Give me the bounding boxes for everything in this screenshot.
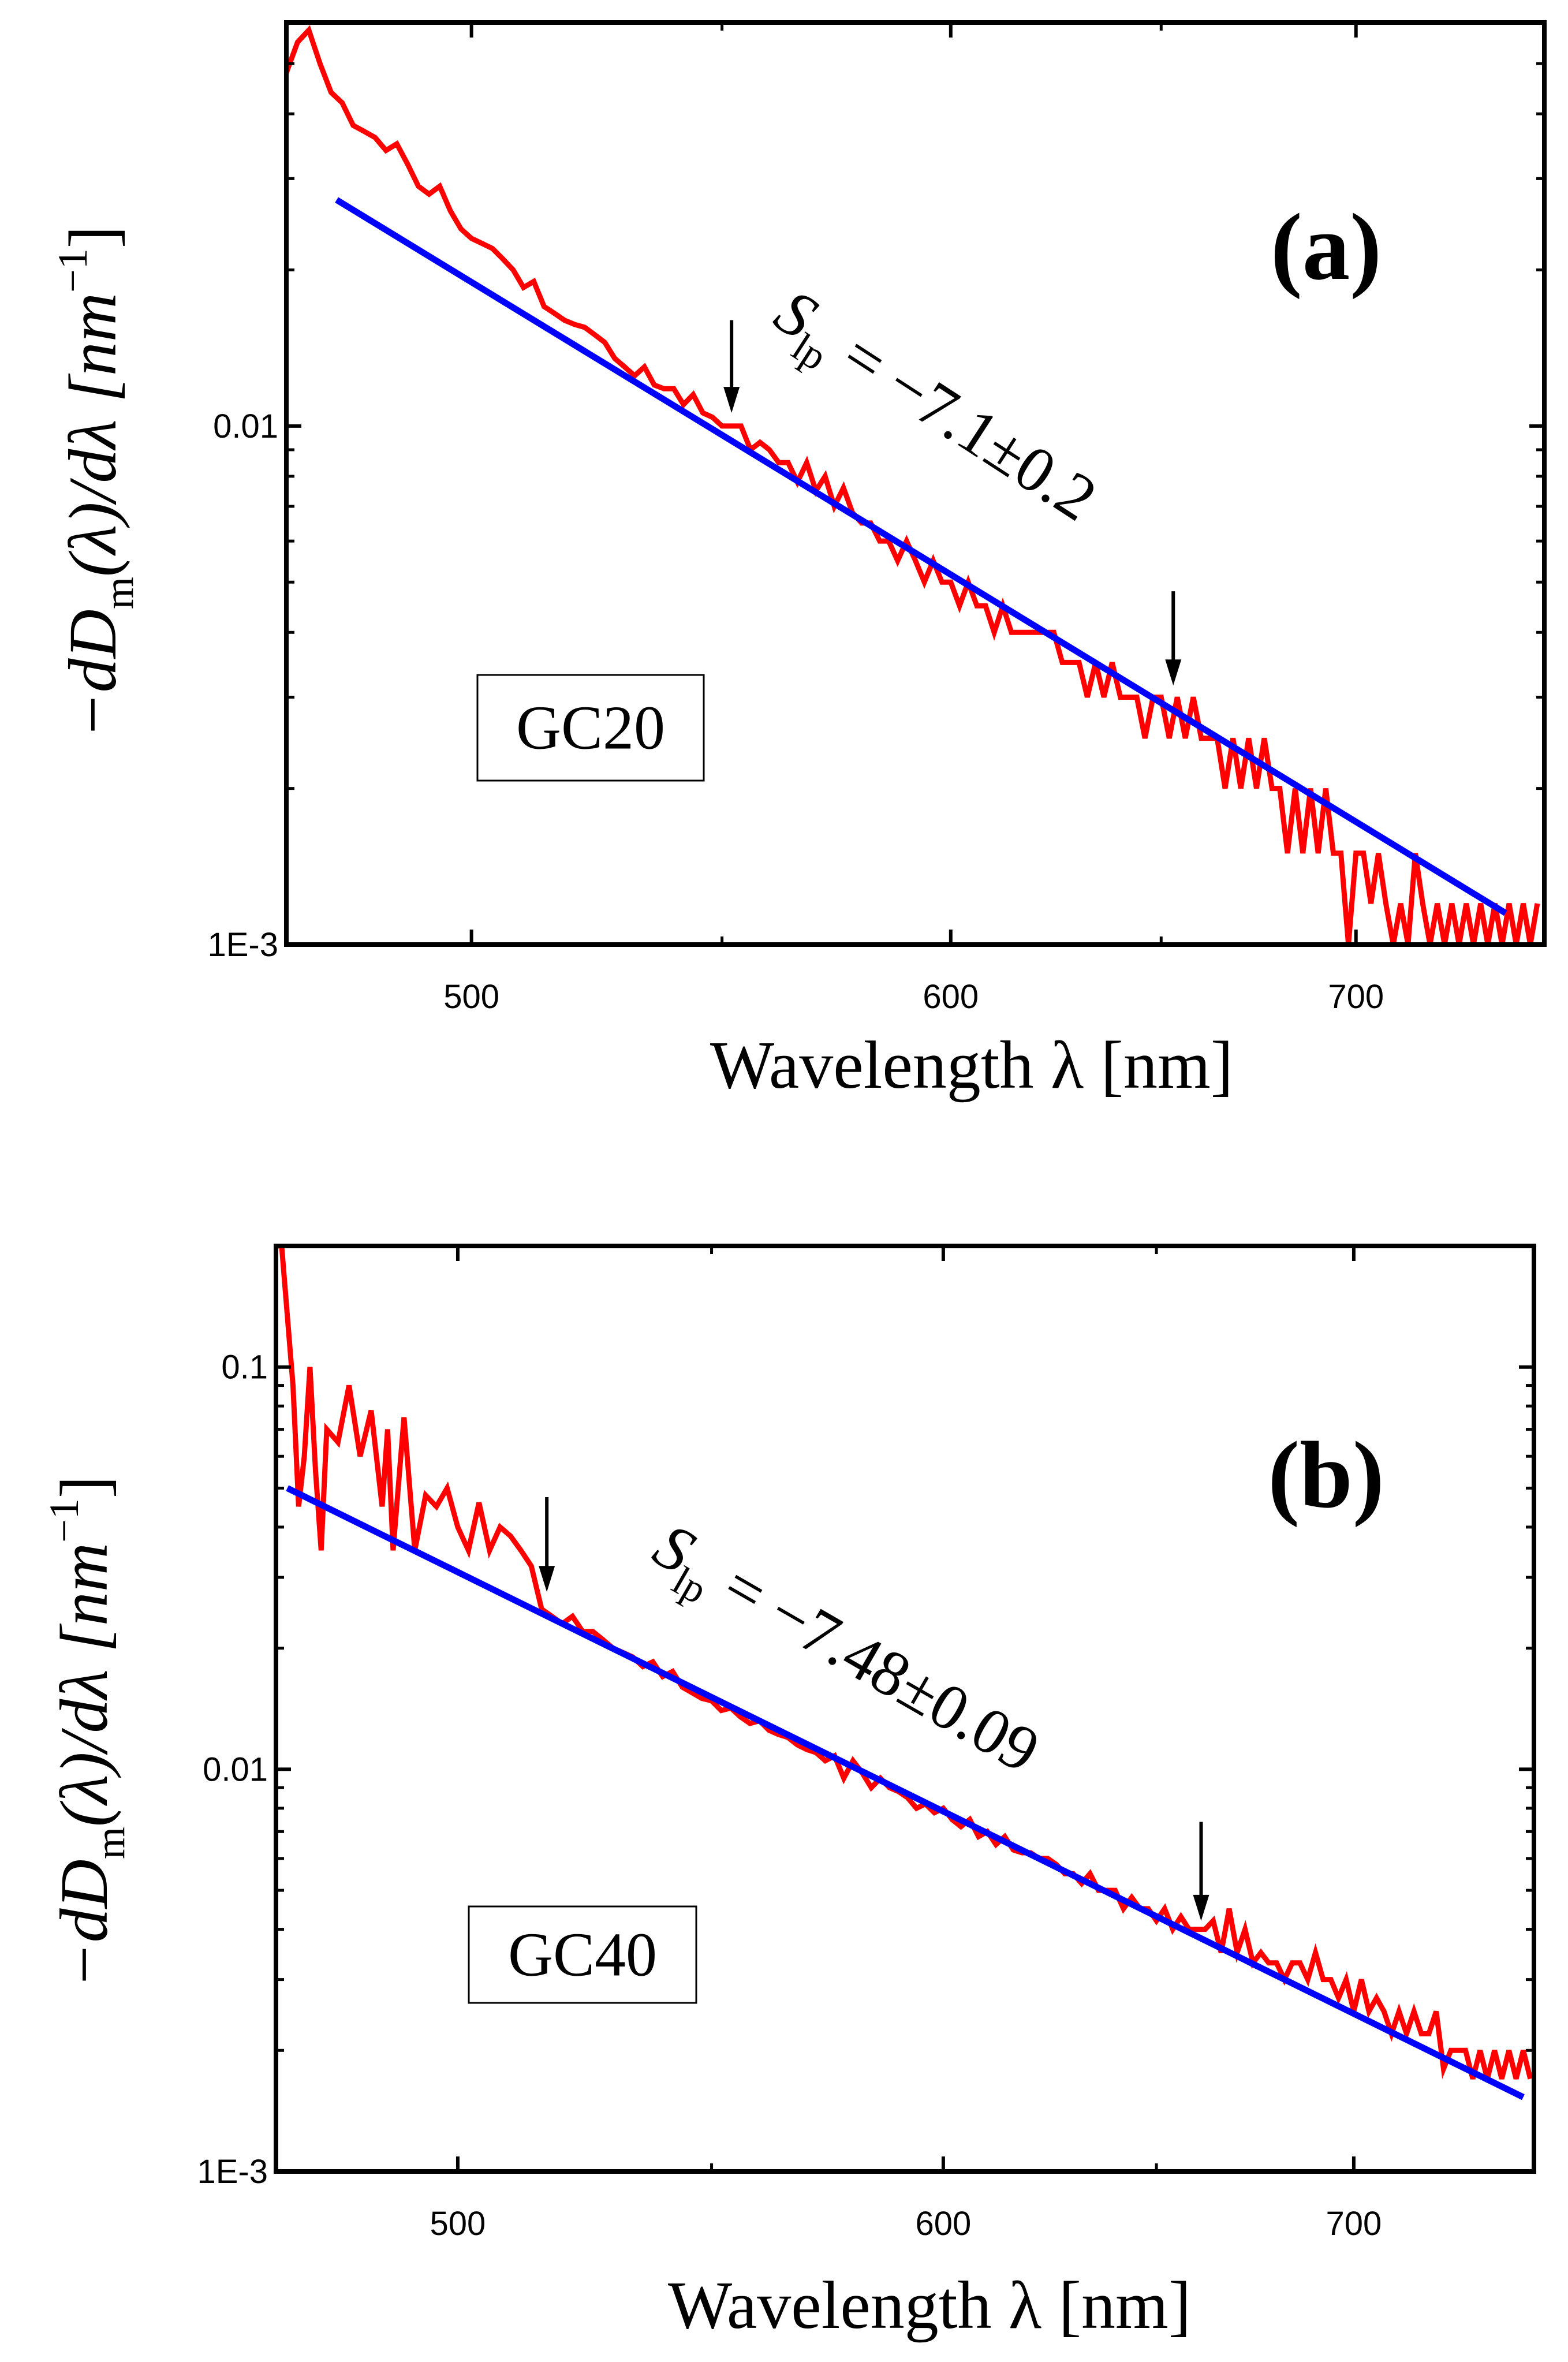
- slope-value: = −7.48±0.09: [697, 1541, 1051, 1786]
- x-tick-label: 600: [916, 2205, 972, 2242]
- data-series-line: [276, 1246, 1533, 2080]
- y-label-superscript: −1: [41, 1498, 87, 1543]
- sample-label-box: [468, 1905, 697, 2004]
- panel-label: (b): [1268, 1422, 1384, 1528]
- y-label-mid: (λ)/dλ [nm: [55, 293, 130, 577]
- fit-line: [335, 197, 1507, 916]
- y-label-superscript: −1: [50, 248, 96, 293]
- y-tick-label: 1E-3: [207, 926, 278, 964]
- slope-value: = −7.1±0.2: [816, 310, 1109, 535]
- x-tick-label: 600: [923, 978, 979, 1016]
- plot-frame: [284, 20, 1547, 947]
- y-label-end: ]: [46, 1476, 122, 1498]
- data-series-line: [286, 25, 1540, 945]
- arrow-head-1: [539, 1566, 555, 1592]
- y-label-subscript: m: [96, 577, 142, 609]
- x-tick-label: 700: [1328, 978, 1384, 1016]
- sample-label-box: [476, 674, 705, 782]
- x-tick-label: 700: [1326, 2205, 1382, 2242]
- sample-label: GC40: [508, 1921, 657, 1990]
- slope-annotation: Slp = −7.1±0.2: [757, 275, 1109, 544]
- y-axis-label: −dDm(λ)/dλ [nm−1]: [50, 226, 142, 738]
- y-tick-label: 0.1: [221, 1349, 268, 1386]
- y-axis-label: −dDm(λ)/dλ [nm−1]: [41, 1476, 133, 1988]
- y-tick-label: 1E-3: [197, 2153, 268, 2191]
- y-label-mid: (λ)/dλ [nm: [46, 1543, 122, 1827]
- panel-b: 500 600 700 0.1 0.01 1E-3 Wavelength λ [nm] −dD…: [41, 1244, 1536, 2343]
- panel-label: (a): [1271, 194, 1382, 300]
- y-label-prefix: −dD: [46, 1859, 122, 1988]
- y-tick-label: 0.01: [203, 1751, 268, 1788]
- y-tick-label: 0.01: [213, 408, 278, 445]
- y-label-subscript: m: [87, 1827, 133, 1859]
- panel-a: 500 600 700 0.01 1E-3 Wavelength λ [nm] −dDm(λ…: [50, 20, 1547, 1103]
- x-tick-label: 500: [430, 2205, 486, 2242]
- slope-annotation: Slp = −7.48±0.09: [637, 1509, 1051, 1796]
- arrow-head-1: [723, 387, 740, 413]
- fit-line: [286, 1485, 1525, 2100]
- x-axis-label: Wavelength λ [nm]: [710, 1027, 1233, 1103]
- sample-label: GC20: [516, 694, 665, 763]
- arrow-head-2: [1165, 659, 1182, 686]
- y-label-end: ]: [55, 226, 130, 248]
- plot-frame: [274, 1244, 1536, 2174]
- x-axis-label: Wavelength λ [nm]: [668, 2267, 1191, 2343]
- y-label-prefix: −dD: [55, 609, 130, 738]
- arrow-head-2: [1193, 1894, 1209, 1921]
- x-tick-label: 500: [443, 978, 499, 1016]
